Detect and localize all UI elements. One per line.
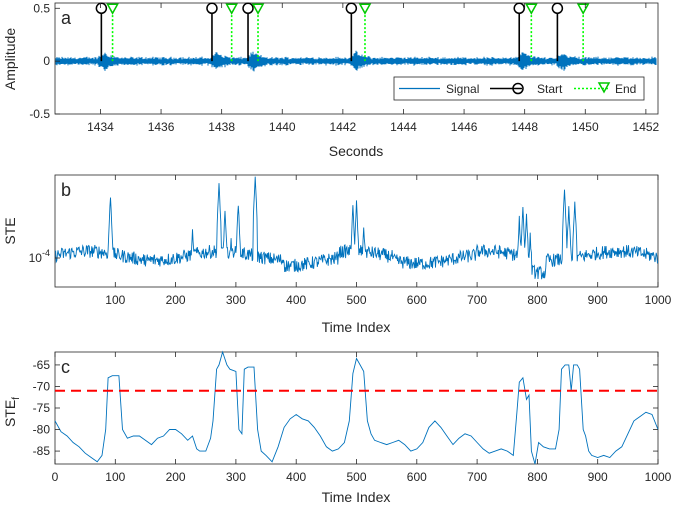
a-xtick-label-4: 1442: [330, 120, 357, 134]
b-xtick-label-8: 900: [588, 293, 608, 307]
a-xtick-label-3: 1440: [269, 120, 296, 134]
c-ytick-label-4: -65: [33, 358, 51, 372]
panel-c-xlabel: Time Index: [322, 489, 391, 505]
b-xtick-label-6: 700: [467, 293, 487, 307]
a-xtick-label-9: 1452: [633, 120, 660, 134]
end-marker-5: [576, 3, 590, 15]
panel-c-xticks: 0 100 200 300 400 500 600 700 800 900 1000: [52, 352, 672, 484]
panel-c-ylabel-main: STE: [2, 400, 18, 427]
c-ytick-label-0: -85: [33, 444, 51, 458]
a-xtick-label-1: 1436: [148, 120, 175, 134]
panel-a-yticks: -0.5 0 0.5: [29, 1, 60, 121]
end-marker-3: [358, 3, 372, 15]
panel-a-xticks: 1434 1436 1438 1440 1442 1444 1446 1448 1450 1452: [87, 3, 660, 134]
b-xtick-label-7: 800: [527, 293, 547, 307]
c-ytick-label-1: -80: [33, 423, 51, 437]
legend-signal-label: Signal: [446, 82, 479, 96]
panel-c-yticks: -85 -80 -75 -70 -65: [33, 358, 658, 458]
a-xtick-label-5: 1444: [390, 120, 417, 134]
panel-a-legend: Signal Start End: [393, 76, 645, 101]
panel-b-yticks: 10-4: [29, 248, 60, 265]
panel-c-label: c: [61, 357, 70, 377]
b-xtick-label-9: 1000: [645, 293, 672, 307]
b-ytick-label-exponent: -4: [42, 248, 50, 258]
start-marker-2: [242, 2, 254, 15]
c-xtick-label-10: 1000: [645, 470, 672, 484]
a-xtick-label-8: 1450: [572, 120, 599, 134]
a-xtick-label-2: 1438: [208, 120, 235, 134]
end-marker-1: [225, 3, 238, 15]
panel-b-xticks: 100 200 300 400 500 600 700 800 900 1000: [105, 175, 672, 307]
c-xtick-label-2: 200: [166, 470, 186, 484]
panel-b-ylabel: STE: [2, 217, 18, 244]
a-xtick-label-6: 1446: [451, 120, 478, 134]
panel-b-ste-line: [55, 176, 659, 280]
a-ytick-label-0: -0.5: [29, 107, 50, 121]
c-xtick-label-1: 100: [105, 470, 125, 484]
panel-a-markers: [95, 2, 590, 62]
legend-start-label: Start: [537, 82, 563, 96]
a-ytick-label-2: 0.5: [33, 1, 50, 15]
b-xtick-label-1: 200: [166, 293, 186, 307]
b-xtick-label-4: 500: [346, 293, 366, 307]
a-xtick-label-7: 1448: [511, 120, 538, 134]
panel-c-ylabel: STEf: [2, 397, 22, 427]
c-xtick-label-8: 800: [527, 470, 547, 484]
start-marker-0: [95, 2, 108, 15]
start-marker-3: [345, 2, 358, 15]
panel-c: 0 100 200 300 400 500 600 700 800 900 1000 -85-80-…: [2, 350, 672, 505]
c-xtick-label-5: 500: [346, 470, 366, 484]
b-xtick-label-5: 600: [407, 293, 427, 307]
panel-a-xlabel: Seconds: [329, 143, 383, 159]
c-xtick-label-6: 600: [407, 470, 427, 484]
legend-end-marker: [597, 82, 611, 94]
c-xtick-label-3: 300: [226, 470, 246, 484]
b-xtick-label-0: 100: [105, 293, 125, 307]
b-xtick-label-3: 400: [286, 293, 306, 307]
c-xtick-label-0: 0: [52, 470, 59, 484]
c-ytick-label-3: -70: [33, 379, 51, 393]
b-ytick-label-base: 10: [29, 251, 43, 265]
panel-c-stef-line: [54, 350, 659, 465]
panel-a: 1434 1436 1438 1440 1442 1444 1446 1448 1450 1452…: [2, 1, 660, 159]
c-xtick-label-4: 400: [286, 470, 306, 484]
panel-b: 100 200 300 400 500 600 700 800 900 1000 10-4 b T…: [2, 174, 672, 335]
b-ytick-label: 10-4: [29, 248, 50, 265]
legend-end-label: End: [615, 82, 636, 96]
panel-b-plot-area: [54, 174, 659, 288]
end-marker-0: [106, 3, 119, 15]
panel-b-xlabel: Time Index: [322, 319, 391, 335]
legend-start-marker: [512, 82, 524, 95]
panel-a-label: a: [61, 8, 72, 28]
panel-c-plot-area: [54, 351, 659, 465]
c-ytick-label-2: -75: [33, 401, 51, 415]
start-marker-4: [513, 2, 525, 15]
c-xtick-label-7: 700: [467, 470, 487, 484]
c-xtick-label-9: 900: [588, 470, 608, 484]
a-xtick-label-0: 1434: [87, 120, 114, 134]
start-marker-5: [551, 2, 564, 15]
end-marker-2: [251, 3, 265, 15]
end-marker-4: [525, 3, 538, 15]
panel-a-ylabel: Amplitude: [2, 28, 18, 90]
panel-b-label: b: [61, 180, 71, 200]
start-marker-1: [206, 2, 218, 15]
panel-c-ylabel-subscript: f: [11, 397, 22, 400]
a-ytick-label-1: 0: [43, 54, 50, 68]
b-xtick-label-2: 300: [226, 293, 246, 307]
